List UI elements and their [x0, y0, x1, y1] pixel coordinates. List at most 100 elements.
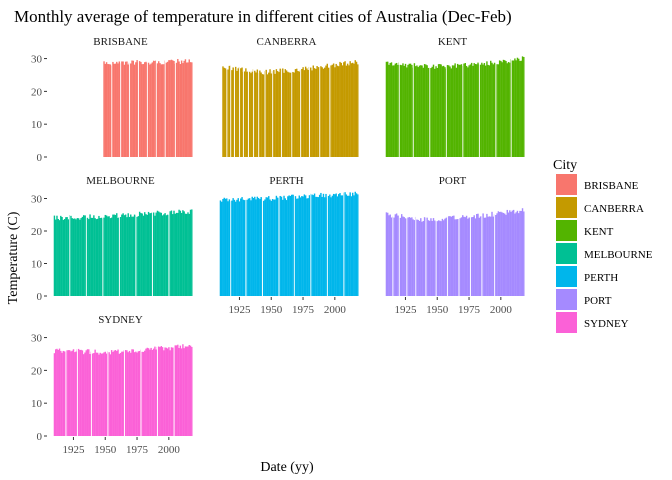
bar — [58, 348, 61, 436]
bar — [149, 213, 151, 296]
bar — [502, 212, 505, 296]
bar — [303, 70, 306, 157]
bar — [170, 210, 173, 296]
bar — [403, 65, 405, 157]
bar — [387, 212, 389, 296]
bar — [84, 352, 86, 436]
bar — [473, 215, 475, 296]
bar — [112, 61, 114, 157]
bar — [103, 352, 105, 436]
bar — [178, 61, 180, 157]
bar — [71, 218, 73, 296]
bar — [432, 218, 435, 296]
bar — [346, 195, 349, 296]
bar — [313, 68, 316, 157]
bar — [91, 217, 94, 296]
bar — [402, 63, 404, 157]
bar — [434, 220, 436, 296]
bar — [275, 195, 278, 296]
bar — [409, 217, 412, 296]
bar — [165, 215, 168, 296]
bar — [173, 210, 175, 296]
bar — [70, 351, 72, 436]
bar — [271, 199, 274, 296]
bar — [55, 219, 57, 296]
bar — [227, 69, 229, 157]
bar — [341, 65, 344, 157]
bar — [515, 212, 517, 296]
bar — [407, 217, 409, 296]
bar — [270, 200, 273, 296]
bar — [132, 216, 134, 296]
bar — [237, 68, 239, 157]
bar — [224, 198, 227, 296]
bar — [490, 60, 492, 157]
bar — [86, 217, 89, 296]
bar — [464, 63, 466, 157]
bar — [296, 198, 298, 296]
facet-sydney: SYDNEY 0 10 20 30 1925 1950 1975 2000 — [31, 314, 193, 456]
bar — [416, 65, 418, 157]
bar — [75, 219, 77, 296]
bar — [179, 345, 182, 436]
bar — [492, 216, 494, 296]
bar — [268, 196, 270, 296]
x-tick-label: 1950 — [426, 304, 449, 316]
bar — [297, 198, 299, 296]
bar — [335, 193, 337, 296]
bar — [276, 71, 279, 157]
bar — [154, 60, 156, 157]
facet-port: PORT 1925 1950 1975 2000 — [385, 175, 525, 316]
bar — [511, 60, 514, 157]
bar — [353, 195, 355, 296]
bar — [346, 63, 349, 157]
legend-item-brisbane: BRISBANE — [556, 174, 639, 195]
bar — [151, 62, 154, 157]
bar — [61, 352, 63, 436]
bar — [137, 216, 140, 296]
bar — [182, 344, 184, 436]
bar — [469, 64, 472, 157]
bar — [126, 350, 128, 436]
bar — [488, 216, 491, 296]
bar — [496, 213, 498, 296]
bar — [472, 216, 474, 296]
bar — [283, 72, 285, 157]
bar — [463, 216, 465, 296]
legend-swatch — [556, 289, 577, 310]
bar — [57, 349, 59, 436]
bar — [168, 60, 170, 157]
bar — [426, 217, 428, 296]
bar — [423, 64, 426, 157]
bar — [294, 196, 297, 296]
bar — [497, 211, 500, 296]
bar — [169, 350, 171, 436]
bar — [402, 216, 404, 296]
bar — [98, 354, 100, 436]
bar — [138, 350, 141, 436]
bar — [455, 67, 458, 157]
legend-label: CANBERRA — [584, 203, 644, 215]
bar — [453, 215, 455, 296]
bar — [109, 64, 112, 157]
bar — [505, 214, 507, 296]
bar — [136, 60, 138, 157]
bar — [66, 350, 68, 436]
x-axis-title: Date (yy) — [260, 460, 314, 475]
bar — [112, 351, 114, 436]
facet-perth: PERTH 1925 1950 1975 2000 — [219, 175, 359, 316]
bar — [274, 199, 276, 296]
bar — [317, 67, 320, 157]
y-tick-label: 0 — [37, 431, 43, 443]
bar — [306, 198, 308, 296]
bar — [145, 214, 147, 296]
bar — [414, 66, 417, 157]
bar — [256, 69, 259, 157]
bar — [340, 195, 342, 296]
bar — [491, 62, 493, 158]
bar — [507, 212, 510, 296]
legend: City BRISBANE CANBERRA KENT MELBOURNE PERTH P… — [553, 158, 653, 333]
bar — [80, 349, 82, 436]
bar — [276, 197, 279, 296]
